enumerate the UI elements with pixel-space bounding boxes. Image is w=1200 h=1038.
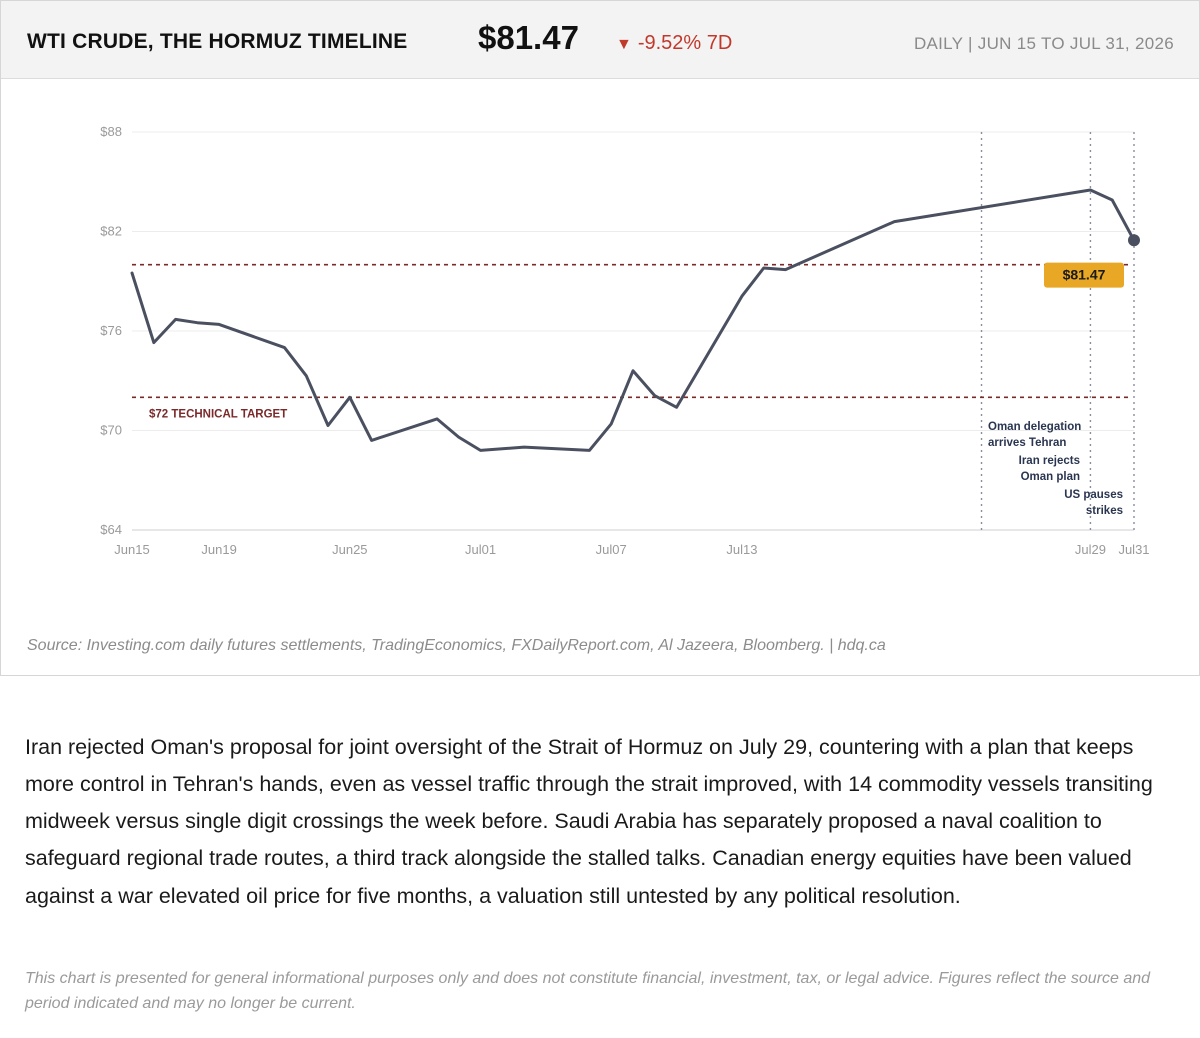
- current-price: $81.47: [478, 19, 579, 56]
- event-label: Oman plan: [1021, 471, 1080, 483]
- event-label: arrives Tehran: [988, 437, 1066, 449]
- reference-line-label: $72 TECHNICAL TARGET: [149, 408, 287, 420]
- down-arrow-icon: ▼: [616, 36, 632, 53]
- chart-card: WTI CRUDE, THE HORMUZ TIMELINE $81.47 ▼ -…: [0, 0, 1200, 676]
- x-tick-label: Jul01: [465, 542, 496, 557]
- x-tick-label: Jun15: [114, 542, 149, 557]
- y-tick-label: $76: [100, 323, 122, 338]
- price-line-chart: $64 $70 $76 $82 $88 Jun15 Jun19 Jun25 Jul01 Jul07…: [100, 124, 1149, 557]
- chart-header: WTI CRUDE, THE HORMUZ TIMELINE $81.47 ▼ -…: [1, 1, 1199, 79]
- y-tick-label: $82: [100, 224, 122, 239]
- event-label: US pauses: [1064, 489, 1123, 501]
- x-tick-label: Jun25: [332, 542, 367, 557]
- disclaimer: This chart is presented for general info…: [25, 970, 1151, 1012]
- price-series-line: [130, 188, 1136, 452]
- event-label: Oman delegation: [988, 421, 1081, 433]
- x-tick-label: Jun19: [201, 542, 236, 557]
- period-label: DAILY | JUN 15 TO JUL 31, 2026: [913, 34, 1174, 53]
- x-tick-label: Jul29: [1075, 542, 1106, 557]
- y-tick-label: $88: [100, 124, 122, 139]
- article-paragraph: Iran rejected Oman's proposal for joint …: [25, 734, 1153, 908]
- source-note: Source: Investing.com daily futures sett…: [27, 637, 886, 654]
- y-tick-label: $64: [100, 522, 122, 537]
- x-tick-label: Jul31: [1118, 542, 1149, 557]
- last-price-badge: [1044, 262, 1124, 288]
- event-label: strikes: [1086, 505, 1123, 517]
- y-tick-label: $70: [100, 423, 122, 438]
- x-tick-label: Jul13: [726, 542, 757, 557]
- chart-title: WTI CRUDE, THE HORMUZ TIMELINE: [27, 30, 408, 53]
- last-price-point: [1128, 234, 1140, 247]
- price-change-value: -9.52% 7D: [637, 32, 733, 54]
- event-label: Iran rejects: [1019, 455, 1080, 467]
- last-price-badge-label: $81.47: [1063, 267, 1106, 283]
- x-tick-label: Jul07: [596, 542, 627, 557]
- price-change: ▼ -9.52% 7D: [616, 32, 732, 55]
